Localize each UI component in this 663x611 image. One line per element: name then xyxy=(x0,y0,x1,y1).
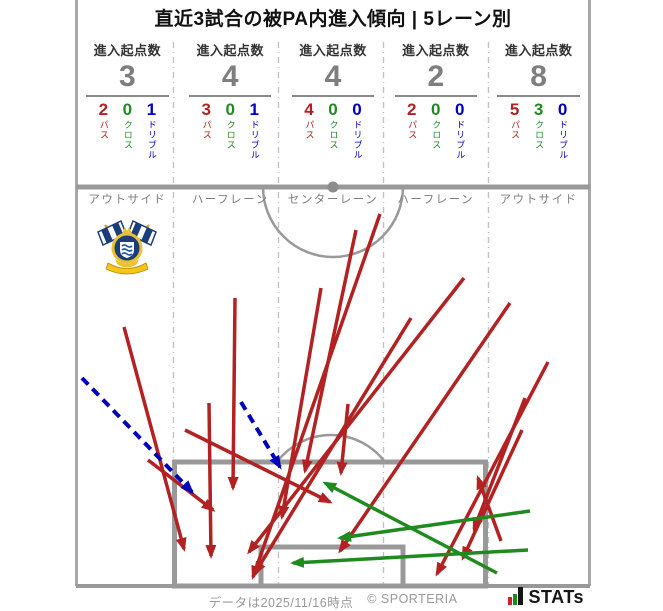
entry-origin-count-value: 8 xyxy=(530,60,547,93)
cross-arrow xyxy=(290,548,529,568)
lane-stats-column: 進入起点数 3 2 パス 0 クロス 1 ドリブル xyxy=(76,40,179,160)
lane-label-center: センターレーン xyxy=(287,194,379,206)
entry-origin-count-value: 4 xyxy=(221,60,239,93)
entry-origin-count-label: 進入起点数 xyxy=(196,43,264,58)
pass-arrow xyxy=(435,361,550,577)
pass-arrow xyxy=(122,326,187,552)
dribble-arrow xyxy=(239,400,282,470)
pass-label: パス xyxy=(304,119,315,140)
penalty-box xyxy=(172,459,488,589)
pass-arrow xyxy=(461,429,524,561)
pitch-markings xyxy=(76,181,590,589)
dribble-count: 1 xyxy=(146,99,157,119)
cross-label: クロス xyxy=(328,119,339,150)
pass-arrow xyxy=(184,428,333,504)
cross-count: 0 xyxy=(328,99,338,119)
dribble-count: 1 xyxy=(249,99,259,119)
lane-stats-column: 進入起点数 8 5 パス 3 クロス 0 ドリブル xyxy=(487,40,590,160)
pass-count: 3 xyxy=(201,99,211,119)
footer-note: データは2025/11/16時点 © SPORTERIA xyxy=(76,592,590,611)
entry-arrows xyxy=(80,213,550,580)
cross-label: クロス xyxy=(122,119,133,150)
lane-stats-column: 進入起点数 4 3 パス 0 クロス 1 ドリブル xyxy=(179,40,282,160)
divider xyxy=(394,94,477,97)
pass-count: 4 xyxy=(304,99,314,119)
stats-brand-text: STATs xyxy=(528,586,584,607)
cross-label: クロス xyxy=(225,119,236,150)
pass-arrow xyxy=(251,213,382,580)
bar-chart-icon xyxy=(507,587,523,605)
dribble-label: ドリブル xyxy=(249,119,260,160)
pass-label: パス xyxy=(201,119,212,140)
dribble-label: ドリブル xyxy=(146,119,157,160)
goal-area xyxy=(258,544,406,589)
cross-arrow xyxy=(322,481,498,575)
entry-origin-count-value: 3 xyxy=(119,60,136,93)
sporteria-credit[interactable]: © SPORTERIA xyxy=(367,592,458,606)
stats-panel: 進入起点数 3 2 パス 0 クロス 1 ドリブル 進入起点数 4 3 パス 0 クロス … xyxy=(76,40,590,160)
pass-label: パス xyxy=(510,119,521,140)
team-crest-logo xyxy=(97,219,157,275)
pass-count: 5 xyxy=(509,99,520,119)
entry-origin-count-value: 2 xyxy=(427,60,445,93)
pass-label: パス xyxy=(98,119,109,140)
pass-arrow xyxy=(336,403,350,476)
data-date-note: データは2025/11/16時点 xyxy=(208,596,354,610)
dribble-count: 0 xyxy=(352,99,362,119)
left-flag xyxy=(97,219,127,247)
right-flag xyxy=(127,219,157,247)
dribble-label: ドリブル xyxy=(455,119,466,160)
cross-label: クロス xyxy=(534,119,545,150)
cross-label: クロス xyxy=(431,119,442,150)
pass-arrow xyxy=(301,229,358,474)
divider xyxy=(291,94,375,97)
pass-arrow xyxy=(472,397,527,532)
lane-labels: アウトサイド ハーフレーン センターレーン ハーフレーン アウトサイド xyxy=(76,191,590,207)
entry-origin-count-label: 進入起点数 xyxy=(504,43,573,58)
dribble-count: 0 xyxy=(455,99,465,119)
divider xyxy=(86,94,169,97)
cross-count: 0 xyxy=(225,99,235,119)
pass-count: 2 xyxy=(98,99,109,119)
cross-count: 0 xyxy=(122,99,133,119)
dribble-count: 0 xyxy=(557,99,568,119)
pass-arrow xyxy=(338,302,512,554)
pass-arrow xyxy=(205,402,217,559)
lane-label-half-left: ハーフレーン xyxy=(191,194,269,206)
cross-arrow xyxy=(337,509,531,542)
entry-origin-count-label: 進入起点数 xyxy=(402,43,470,58)
lane-label-half-right: ハーフレーン xyxy=(397,194,475,206)
pass-count: 2 xyxy=(407,99,417,119)
page-title: 直近3試合の被PA内進入傾向 | 5レーン別 xyxy=(154,9,512,30)
pass-arrow xyxy=(476,475,503,542)
entry-origin-count-value: 4 xyxy=(324,60,342,93)
stats-brand-logo[interactable]: STATs xyxy=(507,586,585,607)
lane-stats-column: 進入起点数 2 2 パス 0 クロス 0 ドリブル xyxy=(384,40,487,160)
lane-stats-column: 進入起点数 4 4 パス 0 クロス 0 ドリブル xyxy=(282,40,385,160)
entry-origin-count-label: 進入起点数 xyxy=(93,43,162,58)
pass-arrow xyxy=(146,458,216,512)
pass-arrow xyxy=(278,287,323,520)
penalty-arc xyxy=(276,433,386,463)
cross-count: 0 xyxy=(431,99,441,119)
pass-arrow xyxy=(253,317,413,576)
pass-label: パス xyxy=(407,119,418,140)
divider xyxy=(497,94,580,97)
cross-count: 3 xyxy=(533,99,544,119)
dribble-label: ドリブル xyxy=(352,119,363,160)
dribble-arrow xyxy=(80,376,195,495)
lane-label-outside-right: アウトサイド xyxy=(499,194,578,206)
pass-arrow xyxy=(227,297,239,491)
lane-label-outside-left: アウトサイド xyxy=(88,194,167,206)
entry-origin-count-label: 進入起点数 xyxy=(299,43,367,58)
pass-arrow xyxy=(247,276,466,555)
divider xyxy=(189,94,272,97)
dribble-label: ドリブル xyxy=(558,119,569,160)
